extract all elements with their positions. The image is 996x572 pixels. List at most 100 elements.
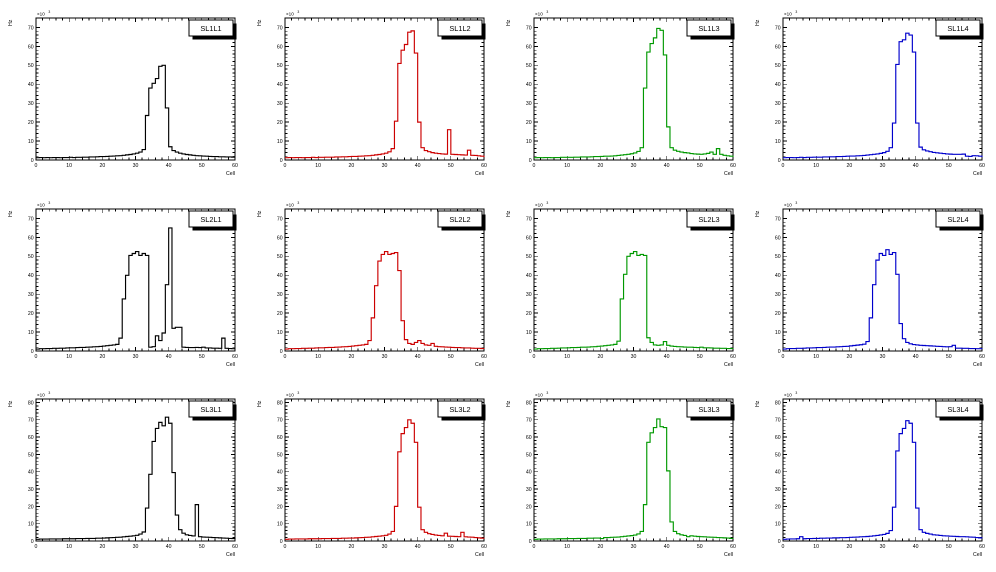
histogram-curve [534, 250, 734, 350]
histogram-curve [36, 226, 235, 350]
x-tick-label: 40 [166, 544, 172, 550]
x-tick-label: 0 [533, 163, 536, 169]
legend-label: SL1L1 [200, 24, 221, 33]
y-tick-label: 70 [526, 418, 532, 424]
x-tick-label: 20 [348, 544, 354, 550]
x-tick-label: 0 [284, 354, 287, 360]
x-tick-label: 10 [813, 354, 819, 360]
x-tick-label: 50 [448, 544, 454, 550]
y-tick-label: 50 [28, 254, 34, 260]
x-tick-label: 60 [232, 163, 238, 169]
y-tick-label: 70 [526, 216, 532, 222]
x-tick-label: 20 [99, 544, 105, 550]
y-tick-label: 10 [28, 139, 34, 145]
y-tick-label: 80 [277, 401, 283, 407]
x-tick-label: 60 [730, 544, 736, 550]
y-axis-exponent: ×10 3 [286, 200, 299, 207]
x-tick-label: 30 [631, 163, 637, 169]
y-tick-label: 50 [277, 452, 283, 458]
y-tick-label: 30 [28, 101, 34, 107]
histogram-curve [285, 419, 485, 541]
svg-text:3: 3 [297, 200, 299, 204]
legend-label: SL3L4 [947, 405, 968, 414]
histogram-curve [783, 248, 983, 350]
y-tick-label: 50 [28, 452, 34, 458]
y-tick-label: 10 [277, 522, 283, 528]
x-tick-label: 0 [782, 354, 785, 360]
plot-pad-sl2l2: 0 10 20 30 40 50 60 0 10 20 30 40 50 60 70 Hz Cell ×10 3 SL… [249, 190, 498, 382]
svg-text:3: 3 [297, 391, 299, 395]
svg-text:×10: ×10 [37, 202, 45, 207]
y-axis-title: Hz [506, 400, 512, 407]
y-axis-exponent: ×10 3 [535, 200, 548, 207]
x-tick-label: 20 [846, 163, 852, 169]
x-tick-label: 40 [166, 163, 172, 169]
x-tick-label: 30 [382, 163, 388, 169]
x-axis-title: Cell [226, 171, 235, 177]
svg-text:3: 3 [546, 200, 548, 204]
y-tick-label: 70 [28, 25, 34, 31]
x-tick-label: 40 [664, 163, 670, 169]
x-tick-label: 60 [979, 163, 985, 169]
y-tick-label: 20 [277, 504, 283, 510]
y-tick-label: 60 [526, 235, 532, 241]
x-tick-label: 10 [813, 544, 819, 550]
x-axis-title: Cell [724, 171, 733, 177]
y-tick-label: 20 [526, 311, 532, 317]
x-tick-label: 60 [232, 354, 238, 360]
y-tick-label: 0 [31, 539, 34, 545]
y-tick-label: 70 [526, 25, 532, 31]
y-axis-exponent: ×10 3 [37, 10, 50, 17]
y-axis-exponent: ×10 3 [286, 391, 299, 398]
y-tick-label: 70 [277, 216, 283, 222]
y-tick-label: 0 [31, 348, 34, 354]
x-axis-title: Cell [475, 552, 484, 558]
y-tick-label: 10 [775, 330, 781, 336]
y-tick-label: 70 [775, 25, 781, 31]
y-tick-label: 40 [775, 273, 781, 279]
legend-label: SL1L2 [449, 24, 470, 33]
y-axis-title: Hz [755, 210, 761, 217]
y-tick-label: 60 [775, 435, 781, 441]
y-tick-label: 60 [277, 435, 283, 441]
x-tick-label: 0 [284, 544, 287, 550]
y-tick-label: 40 [526, 470, 532, 476]
y-tick-label: 40 [28, 82, 34, 88]
y-tick-label: 0 [529, 158, 532, 164]
x-tick-label: 30 [133, 544, 139, 550]
x-tick-label: 10 [315, 354, 321, 360]
x-tick-label: 50 [697, 544, 703, 550]
x-tick-label: 60 [481, 544, 487, 550]
y-tick-label: 70 [277, 418, 283, 424]
plot-pad-sl2l1: 0 10 20 30 40 50 60 0 10 20 30 40 50 60 70 Hz Cell ×10 3 SL… [0, 190, 249, 382]
x-tick-label: 50 [946, 163, 952, 169]
legend-box [686, 210, 732, 228]
plot-pad-sl3l4: 0 10 20 30 40 50 60 0 10 20 30 40 50 60 70 80 Hz Cell ×10 3… [747, 381, 996, 572]
x-tick-label: 50 [946, 354, 952, 360]
legend-box [188, 210, 234, 228]
x-tick-label: 20 [99, 354, 105, 360]
y-tick-label: 10 [775, 139, 781, 145]
x-tick-label: 30 [880, 544, 886, 550]
y-tick-label: 30 [775, 101, 781, 107]
y-tick-label: 60 [526, 44, 532, 50]
y-tick-label: 30 [28, 487, 34, 493]
y-tick-label: 20 [277, 120, 283, 126]
y-tick-label: 50 [277, 63, 283, 69]
y-tick-label: 20 [775, 504, 781, 510]
legend-box [686, 19, 732, 37]
y-tick-label: 40 [28, 273, 34, 279]
y-tick-label: 70 [277, 25, 283, 31]
y-axis-exponent: ×10 3 [535, 10, 548, 17]
legend-box [188, 400, 234, 418]
x-tick-label: 40 [664, 544, 670, 550]
x-tick-label: 60 [979, 354, 985, 360]
y-tick-label: 60 [775, 44, 781, 50]
y-tick-label: 0 [31, 158, 34, 164]
y-tick-label: 20 [526, 120, 532, 126]
y-tick-label: 0 [280, 158, 283, 164]
svg-text:×10: ×10 [37, 11, 45, 16]
legend-label: SL2L4 [947, 214, 968, 223]
y-tick-label: 30 [775, 487, 781, 493]
